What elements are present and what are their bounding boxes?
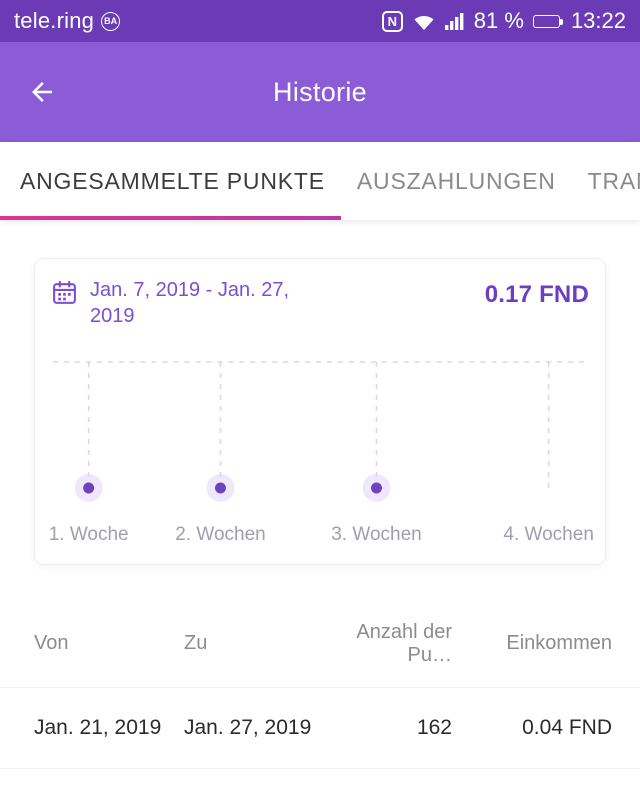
nfc-icon: N xyxy=(381,10,403,32)
col-header-punkte: Anzahl der Pu… xyxy=(356,620,452,666)
back-arrow-icon xyxy=(32,82,52,102)
date-range: Jan. 7, 2019 - Jan. 27, 2019 xyxy=(90,279,290,328)
page-title: Historie xyxy=(273,76,367,107)
cell-punkte: 122 xyxy=(344,797,452,800)
battery-percent: 81 % xyxy=(473,8,524,33)
cell-zu: Jan. 20, 2019 xyxy=(184,797,344,800)
status-bar: tele.ring BA N 81 % 13:22 xyxy=(0,0,640,42)
signal-icon xyxy=(444,12,464,30)
status-icons: N 81 % 13:22 xyxy=(381,8,626,34)
table-row: Jan. 14, 2019 Jan. 20, 2019 122 0.06 FND xyxy=(0,767,640,800)
card-header: Jan. 7, 2019 - Jan. 27, 2019 0.17 FND xyxy=(51,277,589,330)
week-labels: 1. Woche 2. Wochen 3. Wochen 4. Wochen xyxy=(48,523,594,550)
col-header-einkommen: Einkommen xyxy=(506,632,612,655)
clock: 13:22 xyxy=(570,8,626,33)
week-label: 2. Wochen xyxy=(175,523,266,545)
week-label: 1. Woche xyxy=(48,523,129,545)
cell-von: Jan. 21, 2019 xyxy=(34,715,162,739)
cell-einkommen: 0.06 FND xyxy=(452,797,612,800)
cell-einkommen: 0.04 FND xyxy=(522,715,612,739)
week-label: 3. Wochen xyxy=(331,523,422,545)
tab-label: TRANSAKTIONEN xyxy=(587,167,640,194)
tab-label: ANGESAMMELTE PUNKTE xyxy=(20,167,325,194)
carrier-label: tele.ring xyxy=(14,8,95,33)
cell-punkte: 162 xyxy=(416,715,452,739)
calendar-icon xyxy=(53,281,76,304)
tab-bar: ANGESAMMELTE PUNKTE AUSZAHLUNGEN TRANSAK… xyxy=(0,142,640,220)
week-label: 4. Wochen xyxy=(503,523,594,545)
active-tab-underline xyxy=(0,216,341,220)
tab-auszahlungen[interactable]: AUSZAHLUNGEN xyxy=(341,142,572,220)
table-header-row: Von Zu Anzahl der Pu… Einkommen xyxy=(0,621,640,687)
back-button[interactable] xyxy=(20,70,64,114)
points-line-chart xyxy=(51,346,589,522)
cell-von: Jan. 14, 2019 xyxy=(34,797,184,800)
cell-zu: Jan. 27, 2019 xyxy=(184,715,312,739)
tab-label: AUSZAHLUNGEN xyxy=(356,167,556,194)
app-header: Historie xyxy=(0,42,640,142)
history-table: Von Zu Anzahl der Pu… Einkommen Jan. 21,… xyxy=(0,621,640,800)
battery-icon xyxy=(532,14,563,28)
tab-transaktionen[interactable]: TRANSAKTIONEN xyxy=(572,142,640,220)
table-row: Jan. 21, 2019 Jan. 27, 2019 162 0.04 FND xyxy=(0,686,640,768)
carrier-badge: BA xyxy=(101,11,121,31)
wifi-icon xyxy=(414,15,434,30)
nfc-letter: N xyxy=(387,13,397,29)
summary-card: Jan. 7, 2019 - Jan. 27, 2019 0.17 FND 1.… xyxy=(34,258,606,565)
date-range-wrap: Jan. 7, 2019 - Jan. 27, 2019 xyxy=(51,277,312,330)
total-fnd: 0.17 FND xyxy=(484,281,589,308)
tab-angesammelte-punkte[interactable]: ANGESAMMELTE PUNKTE xyxy=(0,142,341,220)
col-header-von: Von xyxy=(34,632,69,655)
col-header-zu: Zu xyxy=(184,632,208,655)
chart-canvas xyxy=(52,360,588,502)
